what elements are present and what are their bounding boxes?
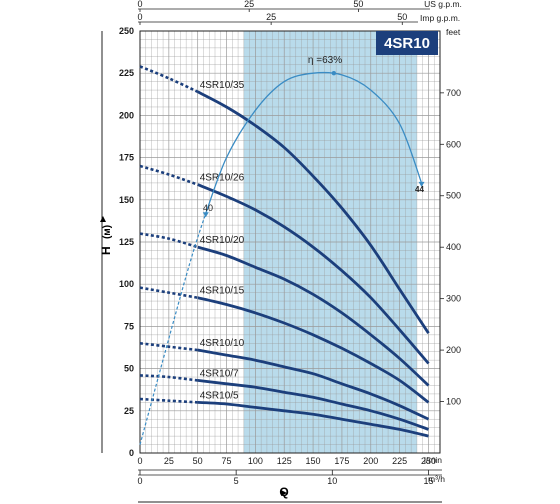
y-tick-label: 0	[129, 448, 134, 458]
x-tick-label: 150	[306, 456, 321, 466]
efficiency-peak-marker	[331, 71, 337, 76]
x-tick-label: 125	[277, 456, 292, 466]
plot-border	[139, 30, 441, 454]
y-axis-arrow-icon	[100, 216, 106, 222]
series-label: 4SR10/35	[200, 80, 245, 91]
y-axis-label: H	[99, 246, 113, 255]
series-4sr10-15: 4SR10/15	[139, 286, 430, 404]
series-dashed-segment	[139, 397, 198, 404]
unit-imp-gpm: Imp g.p.m.	[420, 13, 460, 23]
y-tick-label: 200	[119, 110, 134, 120]
series-dashed-segment	[139, 232, 199, 249]
x-tick-label: 50	[193, 456, 203, 466]
series-label: 4SR10/7	[200, 368, 239, 379]
efficiency-end-arrow-icon	[418, 181, 425, 187]
x-tick-label: 225	[392, 456, 407, 466]
m3h-tick-label: 15	[423, 476, 433, 486]
series-layer: 4SR10/35 4SR10/26 4SR10/20 4SR10/15 4SR10/10…	[139, 65, 430, 438]
plot-frame	[100, 8, 442, 503]
series-solid-segment	[197, 90, 430, 334]
imp-gpm-tick-label: 0	[137, 12, 142, 22]
imp-gpm-tick-label: 25	[266, 12, 276, 22]
series-label: 4SR10/26	[200, 173, 245, 184]
series-solid-segment	[197, 296, 430, 404]
m3h-tick-label: 10	[327, 476, 337, 486]
series-4sr10-26: 4SR10/26	[139, 164, 430, 365]
axis-ticks: 0 25 50 75 100 125 150 175 200 225 250025507510012…	[119, 0, 461, 486]
y-tick-label: 25	[124, 406, 134, 416]
chart-title: 4SR10	[384, 35, 430, 52]
x-tick-label: 250	[421, 456, 436, 466]
series-dashed-segment	[139, 65, 199, 93]
y-tick-label: 150	[119, 195, 134, 205]
y-axis-title: H (м)	[99, 225, 113, 255]
series-solid-segment	[197, 379, 429, 431]
efficiency-start-arrow-icon	[202, 212, 209, 218]
efficiency-dashed-segment	[139, 213, 207, 445]
us-gpm-tick-label: 0	[137, 0, 142, 9]
series-solid-segment	[197, 183, 430, 365]
imp-gpm-tick-label: 50	[397, 12, 407, 22]
series-label: 4SR10/15	[200, 286, 245, 297]
series-dashed-segment	[139, 374, 198, 382]
y-axis-unit: (м)	[102, 225, 113, 239]
efficiency-solid-segment	[205, 71, 423, 214]
series-4sr10-35: 4SR10/35	[139, 65, 430, 334]
series-solid-segment	[197, 348, 430, 421]
series-4sr10-7: 4SR10/7	[139, 368, 429, 431]
y-tick-label: 125	[119, 237, 134, 247]
unit-lmin: l/min	[424, 455, 442, 465]
efficiency-layer	[139, 71, 425, 445]
m3h-tick-label: 5	[234, 476, 239, 486]
series-label: 4SR10/10	[200, 338, 245, 349]
series-4sr10-5: 4SR10/5	[139, 390, 429, 438]
unit-us-gpm: US g.p.m.	[424, 0, 462, 9]
y-tick-label: 250	[119, 26, 134, 36]
unit-feet: feet	[446, 27, 461, 37]
m3h-tick-label: 0	[137, 476, 142, 486]
efficiency-peak-label: η =63%	[308, 55, 342, 66]
series-solid-segment	[197, 401, 429, 438]
series-dashed-segment	[139, 342, 198, 352]
x-tick-label: 200	[363, 456, 378, 466]
feet-tick-label: 700	[446, 88, 461, 98]
feet-tick-label: 600	[446, 139, 461, 149]
feet-tick-label: 100	[446, 397, 461, 407]
x-tick-label: 75	[222, 456, 232, 466]
us-gpm-tick-label: 50	[353, 0, 363, 9]
y-tick-label: 100	[119, 279, 134, 289]
chart-title-badge: 4SR10	[376, 31, 438, 55]
series-dashed-segment	[139, 164, 199, 186]
unit-m3h: m³/h	[428, 474, 445, 484]
x-tick-label: 0	[137, 456, 142, 466]
x-tick-label: 100	[248, 456, 263, 466]
x-axis-label: Q	[279, 485, 288, 499]
x-axis-arrow-icon	[281, 490, 287, 496]
feet-tick-label: 500	[446, 191, 461, 201]
x-tick-label: 25	[164, 456, 174, 466]
series-label: 4SR10/5	[200, 390, 239, 401]
y-tick-label: 50	[124, 364, 134, 374]
efficiency-start-label: 40	[203, 203, 213, 213]
series-solid-segment	[197, 245, 430, 387]
series-4sr10-10: 4SR10/10	[139, 338, 430, 421]
y-tick-label: 175	[119, 153, 134, 163]
feet-tick-label: 400	[446, 242, 461, 252]
series-dashed-segment	[139, 286, 198, 299]
series-label: 4SR10/20	[200, 235, 245, 246]
x-tick-label: 175	[334, 456, 349, 466]
efficiency-end-label: 44	[415, 185, 424, 194]
feet-tick-label: 300	[446, 294, 461, 304]
us-gpm-tick-label: 25	[244, 0, 254, 9]
y-tick-label: 75	[124, 321, 134, 331]
feet-tick-label: 200	[446, 345, 461, 355]
y-tick-label: 225	[119, 68, 134, 78]
series-4sr10-20: 4SR10/20	[139, 232, 430, 387]
